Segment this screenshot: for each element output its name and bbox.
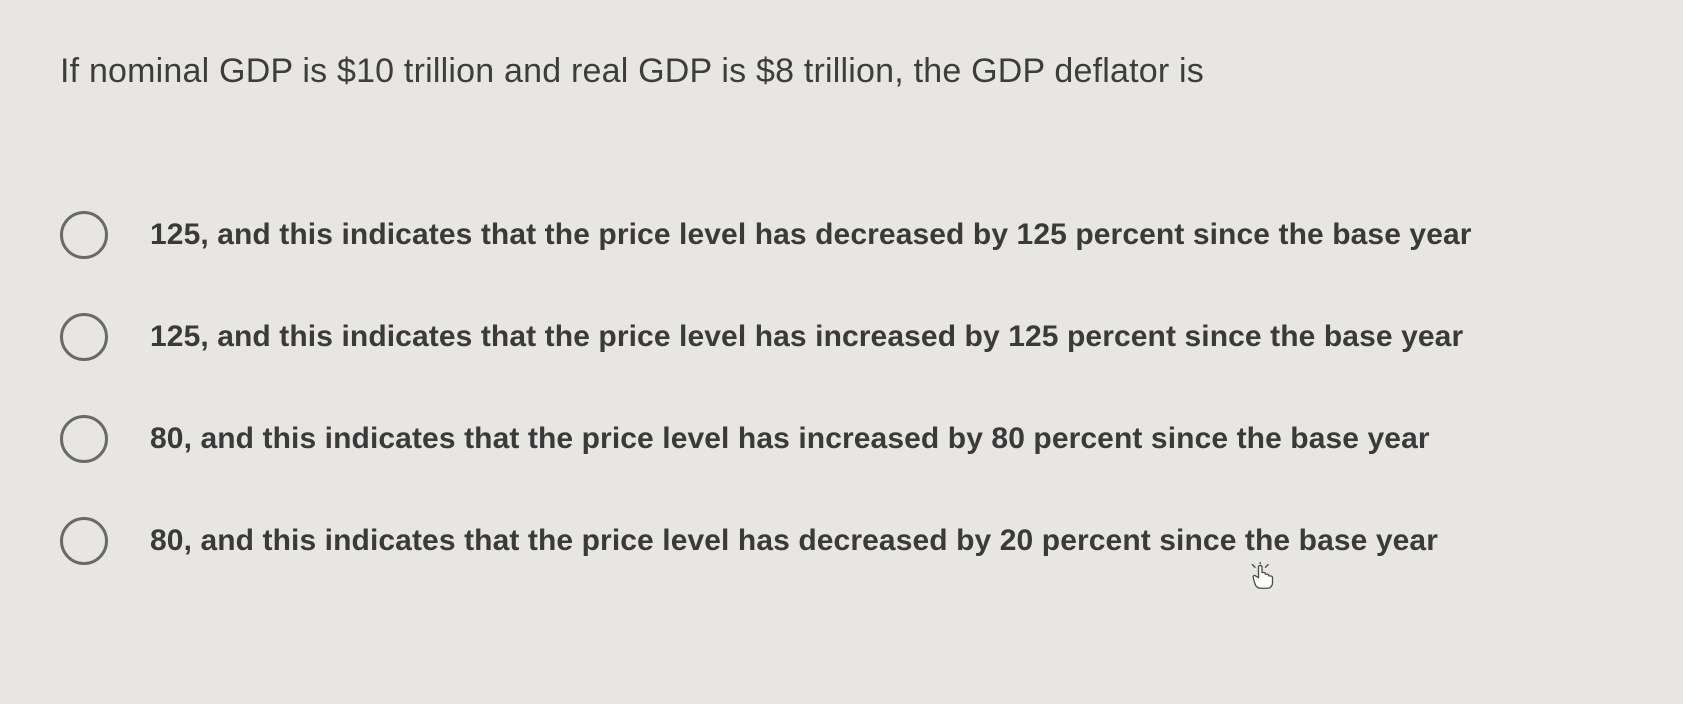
radio-icon[interactable]	[60, 415, 108, 463]
option-4[interactable]: 80, and this indicates that the price le…	[60, 517, 1623, 565]
question-text: If nominal GDP is $10 trillion and real …	[60, 52, 1623, 91]
radio-icon[interactable]	[60, 211, 108, 259]
radio-icon[interactable]	[60, 517, 108, 565]
option-3-label: 80, and this indicates that the price le…	[150, 422, 1430, 456]
options-group: 125, and this indicates that the price l…	[60, 211, 1623, 565]
radio-icon[interactable]	[60, 313, 108, 361]
option-1-label: 125, and this indicates that the price l…	[150, 218, 1472, 252]
option-1[interactable]: 125, and this indicates that the price l…	[60, 211, 1623, 259]
option-2-label: 125, and this indicates that the price l…	[150, 320, 1463, 354]
option-4-label: 80, and this indicates that the price le…	[150, 524, 1438, 558]
pointer-hand-icon	[1248, 562, 1276, 590]
option-2[interactable]: 125, and this indicates that the price l…	[60, 313, 1623, 361]
option-3[interactable]: 80, and this indicates that the price le…	[60, 415, 1623, 463]
